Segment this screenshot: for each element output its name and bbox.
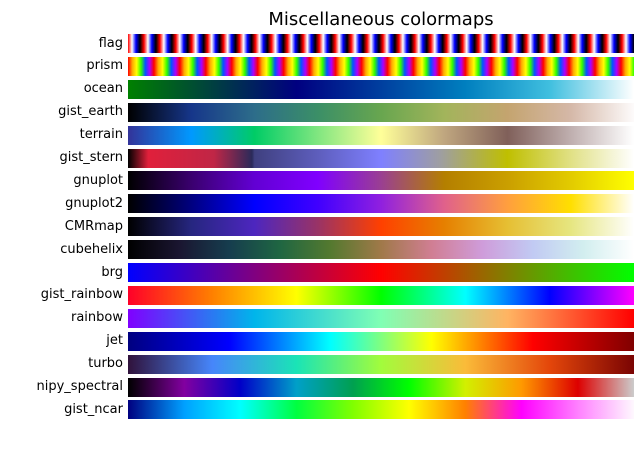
colormap-label-gist_ncar: gist_ncar [64, 401, 123, 417]
colormap-label-gnuplot2: gnuplot2 [65, 195, 123, 211]
colormap-label-jet: jet [106, 333, 123, 349]
colormap-bar-cubehelix [128, 240, 634, 260]
colormap-label-prism: prism [86, 58, 123, 74]
colormap-label-cubehelix: cubehelix [60, 241, 123, 257]
chart-title: Miscellaneous colormaps [268, 9, 494, 30]
colormap-bar-nipy_spectral [128, 377, 634, 397]
colormap-bar-gnuplot2 [128, 194, 634, 214]
colormap-label-terrain: terrain [79, 127, 123, 143]
colormap-label-rainbow: rainbow [71, 310, 123, 326]
colormap-bar-brg [128, 263, 634, 282]
colormap-bar-CMRmap [128, 217, 634, 237]
colormap-label-gnuplot: gnuplot [73, 172, 123, 188]
colormap-bar-terrain [128, 125, 634, 145]
colormap-bar-ocean [128, 79, 634, 99]
colormap-bar-gist_rainbow [128, 285, 634, 305]
colormap-label-gist_stern: gist_stern [59, 150, 123, 165]
colormap-bar-gnuplot [128, 171, 634, 191]
colormap-bar-gist_ncar [128, 400, 634, 420]
colormap-label-turbo: turbo [88, 356, 123, 372]
colormap-bar-jet [128, 331, 634, 351]
colormap-label-gist_rainbow: gist_rainbow [40, 287, 123, 303]
colormap-bar-turbo [128, 354, 634, 374]
colormap-label-brg: brg [101, 264, 123, 280]
colormap-bar-prism [128, 56, 634, 76]
colormap-bar-gist_stern [128, 148, 634, 168]
colormap-bar-rainbow [128, 308, 634, 328]
colormap-label-nipy_spectral: nipy_spectral [36, 379, 124, 394]
colormap-label-CMRmap: CMRmap [64, 218, 123, 234]
colormap-bar-gist_earth [128, 102, 634, 122]
colormap-label-ocean: ocean [83, 81, 123, 97]
colormap-bar-flag [128, 34, 634, 53]
colormap-label-flag: flag [98, 35, 123, 51]
colormap-label-gist_earth: gist_earth [58, 104, 123, 120]
